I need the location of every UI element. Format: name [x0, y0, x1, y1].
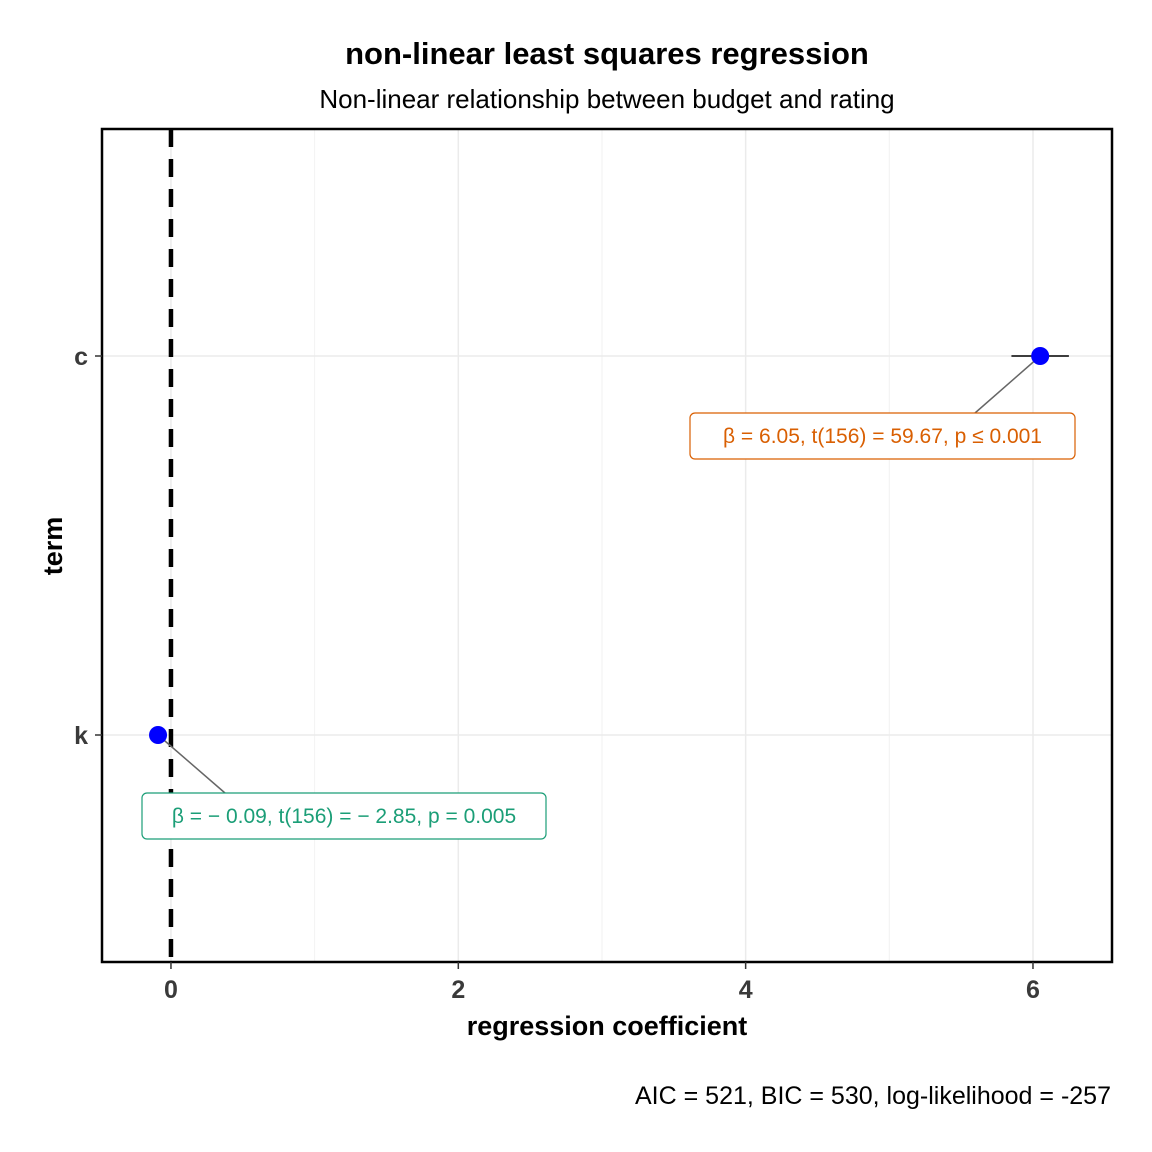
- label-box-k: [141, 792, 547, 840]
- label-connector-k: [157, 734, 226, 794]
- y-tick-label: k: [74, 722, 88, 750]
- y-axis-title: term: [38, 517, 68, 576]
- point-c: [1031, 347, 1050, 365]
- chart-subtitle: Non-linear relationship between budget a…: [319, 84, 894, 114]
- x-tick-label: 6: [1026, 976, 1040, 1004]
- x-tick-label: 0: [164, 976, 178, 1004]
- plot-panel-border: [100, 127, 1114, 964]
- label-connector-c: [974, 355, 1041, 414]
- chart-caption: AIC = 521, BIC = 530, log-likelihood = -…: [635, 1082, 1111, 1110]
- x-axis-title: regression coefficient: [467, 1011, 748, 1041]
- x-tick-label: 2: [451, 976, 465, 1004]
- chart-title: non-linear least squares regression: [345, 36, 869, 71]
- label-text-c: β = 6.05, t(156) = 59.67, p ≤ 0.001: [723, 425, 1042, 448]
- y-axis-ticks: kc: [74, 343, 102, 750]
- grid-lines: [102, 129, 1112, 962]
- point-k: [149, 726, 168, 744]
- label-box-c: [689, 412, 1076, 460]
- data-marks: β = 6.05, t(156) = 59.67, p ≤ 0.001 β = −…: [141, 347, 1076, 840]
- x-axis-ticks: 0 2 4 6: [164, 962, 1040, 1004]
- y-tick-label: c: [74, 343, 88, 371]
- x-tick-label: 4: [739, 976, 753, 1004]
- label-text-k: β = − 0.09, t(156) = − 2.85, p = 0.005: [172, 805, 516, 828]
